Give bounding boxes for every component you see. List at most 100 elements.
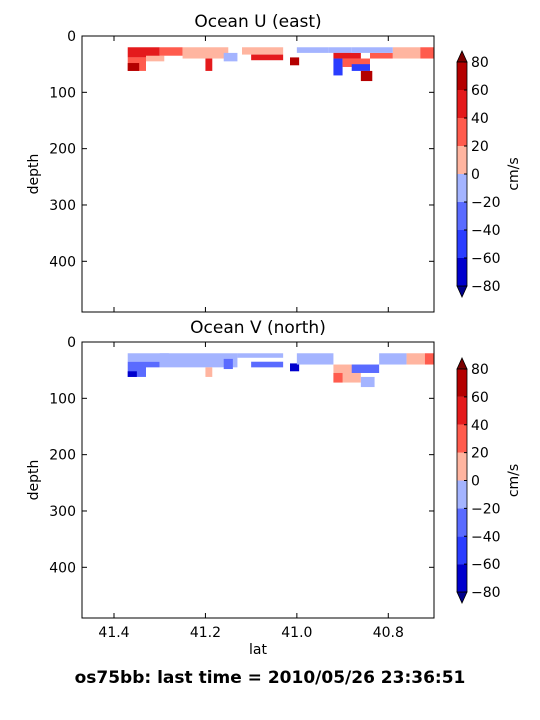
colorbar-tick-label: 20 [471,139,489,155]
data-cell [296,47,329,53]
colorbar-segment [457,174,467,202]
x-tick-label: 41.2 [190,625,221,641]
data-cell [146,361,160,368]
colorbar-tick-label: −80 [471,585,501,601]
y-tick-label: 200 [49,448,76,464]
colorbar-segment [457,396,467,425]
ocean-u-panel: Ocean U (east)0100200300400depth−80−60−4… [26,12,522,313]
colorbar-tick-label: 80 [471,55,489,71]
colorbar-segment [457,62,467,90]
data-cell [237,353,284,358]
data-cell [127,47,160,58]
colorbar-extend-high [456,357,468,370]
data-cell [406,353,425,365]
y-tick-label: 100 [49,391,76,407]
colorbar-segment [457,508,467,537]
data-cell [333,52,361,59]
colorbar-tick-label: 0 [471,167,480,183]
colorbar-segment [457,452,467,481]
colorbar-extend-low [456,591,468,604]
plot-frame [81,341,435,619]
colorbar-tick-label: 40 [471,111,489,127]
data-cell [159,353,238,368]
y-tick-label: 0 [67,335,76,351]
data-cell [290,363,300,372]
plot-area [82,342,434,618]
data-cell [328,47,352,53]
x-axis-label: lat [249,642,267,658]
y-tick-label: 200 [49,142,76,158]
colorbar-tick-label: 60 [471,390,489,406]
y-tick-label: 0 [67,29,76,45]
data-cells [127,47,434,82]
colorbar-segment [457,90,467,118]
y-tick-label: 400 [49,560,76,576]
y-axis-label: depth [26,460,42,501]
x-tick-label: 41.4 [98,625,129,641]
colorbar-segment [457,369,467,397]
colorbar-segment [457,230,467,258]
data-cell [296,353,334,365]
colorbar-segment [457,424,467,453]
data-cell [205,58,213,71]
colorbar-label: cm/s [506,464,522,497]
data-cell [127,63,140,71]
data-cell [290,57,300,66]
chart-title: Ocean U (east) [194,12,321,32]
data-cells [127,353,434,388]
colorbar-tick-label: 80 [471,362,489,378]
data-cell [127,371,137,377]
colorbar-segment [457,202,467,230]
chart-title: Ocean V (north) [190,318,326,338]
colorbar-label: cm/s [506,157,522,190]
data-cell [424,353,434,365]
colorbar-tick-label: −80 [471,279,501,295]
data-cell [392,47,421,59]
data-cell [242,47,284,55]
data-cell [379,353,407,365]
data-cell [223,358,233,370]
colorbar-tick-label: 0 [471,474,480,490]
plot-area [82,36,434,312]
data-cell [333,58,343,76]
data-cell [205,367,213,377]
colorbar-extend-low [456,285,468,298]
colorbar-tick-label: −40 [471,529,501,545]
colorbar-segment [457,536,467,565]
colorbar: −80 −60 −40 −20 0 20 40 60 80 cm/s [456,50,522,298]
x-tick-label: 40.8 [373,625,404,641]
colorbar-tick-label: −60 [471,557,501,573]
colorbar-segment [457,258,467,286]
colorbar-tick-label: 60 [471,83,489,99]
colorbar-extend-high [456,50,468,63]
colorbar-segment [457,146,467,174]
data-cell [420,47,434,59]
colorbar-tick-label: −20 [471,501,501,517]
colorbar-segment [457,480,467,509]
data-cell [351,364,380,373]
colorbar-segment [457,118,467,146]
y-tick-label: 300 [49,504,76,520]
y-tick-label: 100 [49,85,76,101]
colorbar: −80 −60 −40 −20 0 20 40 60 80 cm/s [456,357,522,604]
data-cell [360,70,373,82]
data-cell [351,64,370,71]
colorbar-tick-label: −40 [471,223,501,239]
data-cell [182,47,229,59]
y-tick-label: 300 [49,198,76,214]
data-cell [223,52,238,62]
plot-frame [81,35,435,313]
data-cell [370,52,393,59]
data-cell [333,372,343,383]
data-cell [251,361,284,368]
data-cell [127,353,169,362]
y-axis-label: depth [26,154,42,195]
colorbar-tick-label: 20 [471,446,489,462]
x-tick-label: 41.0 [281,625,312,641]
footer-text: os75bb: last time = 2010/05/26 23:36:51 [75,668,466,688]
data-cell [360,376,375,388]
colorbar-segment [457,564,467,592]
data-cell [146,55,165,62]
